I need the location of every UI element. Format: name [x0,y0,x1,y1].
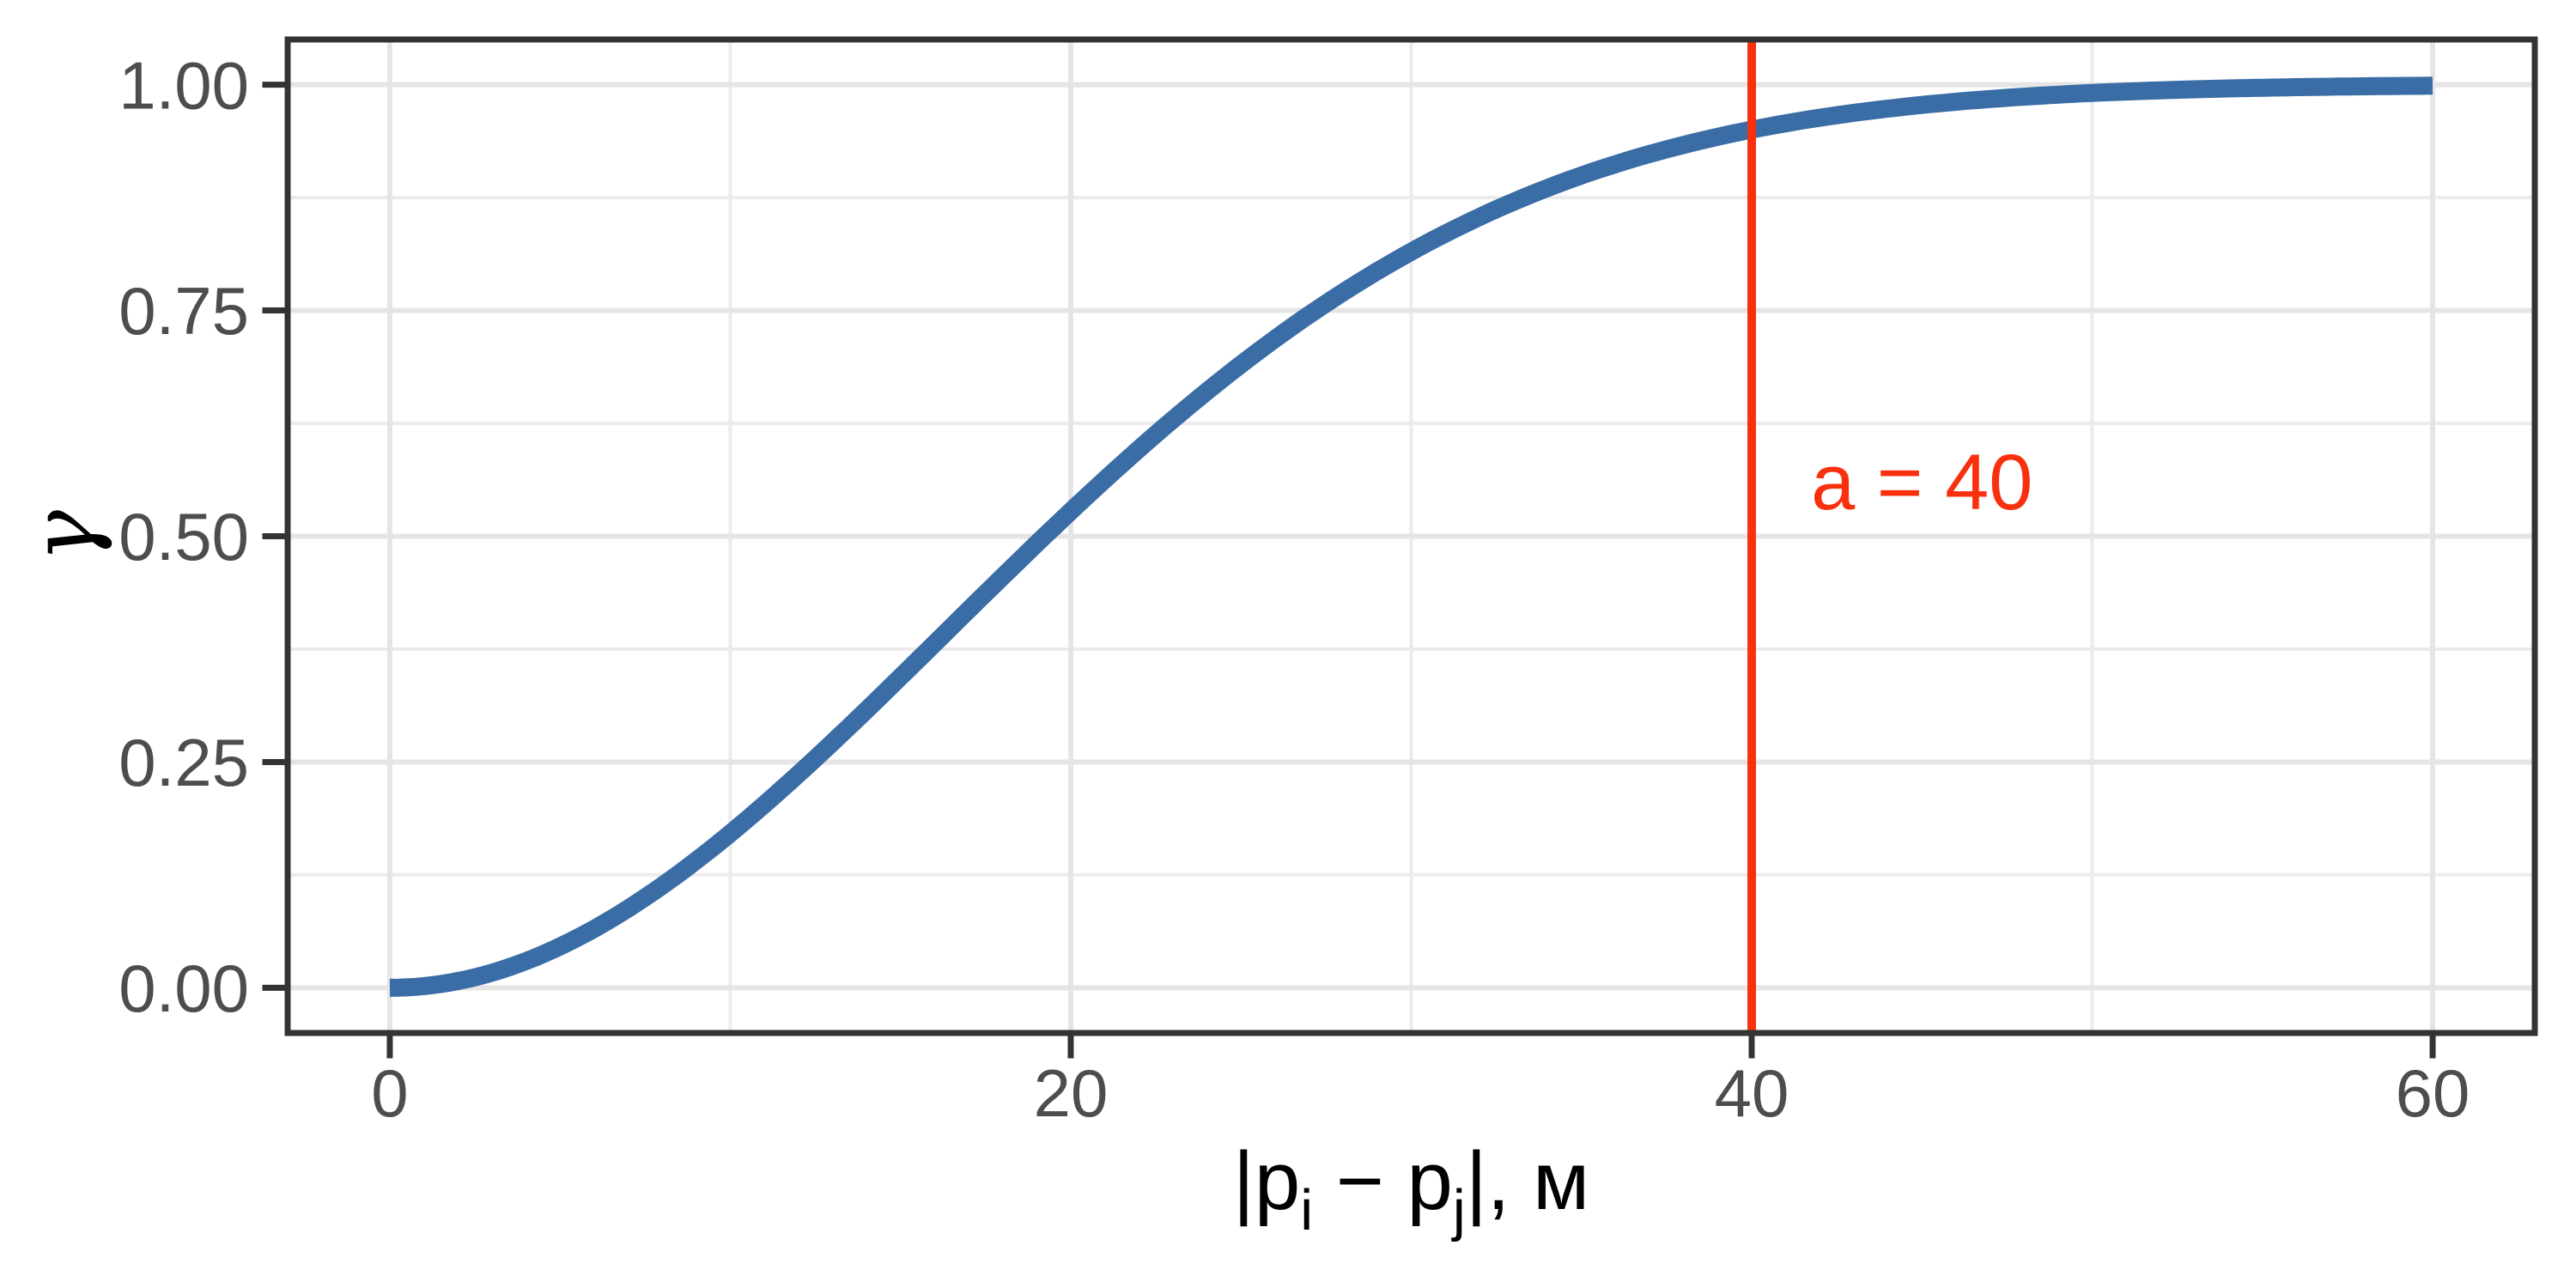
x-axis-title-subscript: i [1300,1178,1313,1242]
variogram-curve [389,76,2433,997]
y-tick-label: 0.00 [118,951,249,1026]
x-tick-label: 0 [371,1055,408,1131]
x-axis-title-subscript: j [1451,1178,1466,1242]
x-axis-title-part: − p [1313,1135,1453,1227]
y-tick-label: 0.25 [118,725,249,800]
range-annotation-label: a = 40 [1811,439,2032,526]
y-tick-label: 0.50 [118,499,249,574]
x-axis-title-part: |, м [1466,1135,1589,1227]
x-tick-label: 20 [1034,1055,1109,1131]
y-tick-label: 0.75 [118,273,249,349]
x-tick-label: 60 [2396,1055,2470,1131]
x-tick-label: 40 [1715,1055,1789,1131]
x-axis-title: |pi − pj|, м [1233,1135,1589,1242]
panel-border [284,36,2538,1036]
y-axis-title: γ [13,509,115,562]
x-axis-title-part: |p [1233,1135,1300,1227]
axis-ticks [262,82,2436,1059]
y-tick-label: 1.00 [118,47,249,123]
